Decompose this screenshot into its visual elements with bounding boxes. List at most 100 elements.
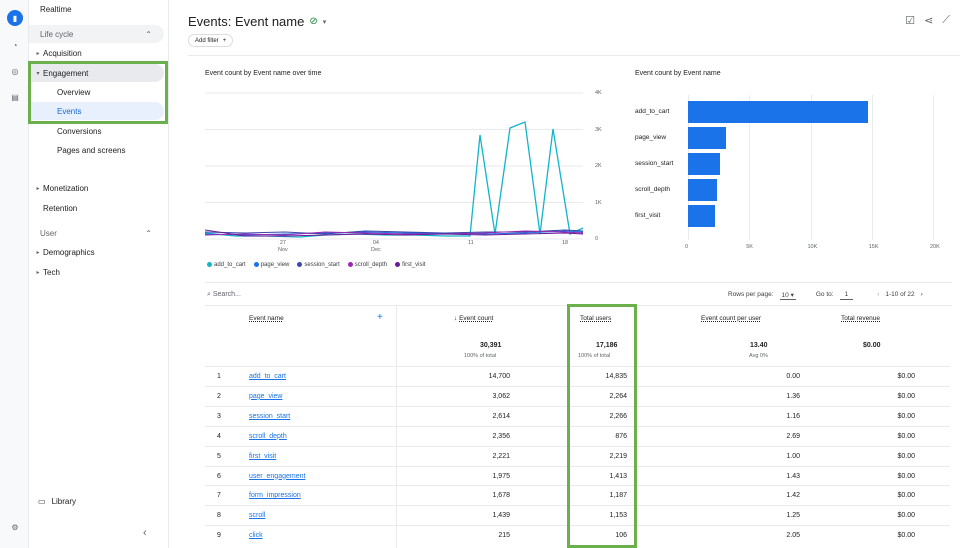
settings-gear-icon[interactable]: ⚙: [11, 522, 19, 532]
analytics-home-icon[interactable]: ▮: [7, 10, 23, 26]
bar-first_visit[interactable]: [688, 205, 716, 227]
per-user-cell: 1.43: [786, 472, 800, 480]
col-header-revenue[interactable]: Total revenue: [841, 315, 881, 322]
page-title: Events: Event name ⊘ ▾: [188, 14, 327, 29]
bar-x-tick-label: 20K: [930, 244, 940, 250]
table-row[interactable]: 6 user_engagement 1,975 1,413 1.43 $0.00: [205, 465, 950, 486]
event-name-link[interactable]: first_visit: [249, 452, 277, 460]
line-chart-title: Event count by Event name over time: [205, 70, 322, 77]
bar-add_to_cart[interactable]: [688, 101, 869, 123]
divider: [205, 282, 952, 283]
total-users-value: 17,186: [596, 342, 618, 349]
revenue-cell: $0.00: [897, 452, 915, 460]
next-page-icon[interactable]: ›: [920, 291, 923, 298]
legend-item[interactable]: scroll_depth: [347, 262, 387, 268]
total-users-highlight-box: [567, 304, 637, 548]
legend-item[interactable]: add_to_cart: [207, 262, 246, 268]
divider: [188, 55, 960, 56]
event-count-cell: 1,975: [492, 472, 510, 480]
bar-category-label: page_view: [635, 134, 667, 141]
table-row[interactable]: 2 page_view 3,062 2,264 1.36 $0.00: [205, 385, 950, 406]
revenue-cell: $0.00: [897, 512, 915, 520]
add-filter-button[interactable]: Add filter +: [188, 34, 234, 47]
y-tick-label: 3K: [595, 126, 602, 133]
collapse-sidebar-icon[interactable]: ‹: [143, 527, 147, 539]
caret-right-icon: ▸: [36, 269, 40, 276]
table-row[interactable]: 3 session_start 2,614 2,266 1.16 $0.00: [205, 405, 950, 426]
event-name-link[interactable]: session_start: [249, 412, 291, 420]
total-users-cell: 1,187: [609, 492, 627, 500]
bar-page_view[interactable]: [688, 127, 726, 149]
table-row[interactable]: 8 scroll 1,439 1,153 1.25 $0.00: [205, 505, 950, 525]
total-users-cell: 876: [615, 432, 627, 440]
per-user-cell: 2.05: [786, 532, 800, 540]
search-field[interactable]: ⌕ Search...: [207, 291, 241, 298]
y-tick-label: 0: [595, 236, 599, 242]
bar-scroll_depth[interactable]: [688, 179, 717, 201]
bar-chart-title: Event count by Event name: [635, 70, 721, 77]
total-event-count: 30,391: [480, 342, 502, 349]
sidebar-item-demographics[interactable]: ▸ Demographics: [29, 243, 164, 261]
column-separator: [396, 306, 397, 548]
dropdown-icon[interactable]: ▾: [322, 18, 327, 26]
sidebar-item-monetization[interactable]: ▸ Monetization: [29, 179, 164, 197]
total-users-cell: 2,266: [609, 412, 627, 420]
caret-down-icon: ▾: [790, 292, 794, 299]
folder-icon: ▭: [38, 496, 46, 506]
sidebar-item-conversions[interactable]: Conversions: [57, 126, 102, 136]
top-actions: ☑ ⋖ ⟋: [905, 14, 950, 27]
revenue-cell: $0.00: [897, 532, 915, 540]
per-user-cell: 1.36: [786, 392, 800, 400]
row-index: 9: [217, 532, 221, 540]
col-header-event-name[interactable]: Event name: [249, 315, 284, 322]
col-header-event-count[interactable]: ↓ Event count: [454, 315, 494, 322]
bar-category-label: add_to_cart: [635, 108, 670, 115]
add-dimension-icon[interactable]: +: [377, 312, 383, 323]
legend-item[interactable]: session_start: [297, 262, 340, 268]
sidebar-item-events[interactable]: Events: [29, 102, 164, 120]
event-name-link[interactable]: page_view: [249, 392, 283, 400]
sidebar-item-realtime[interactable]: Realtime: [40, 4, 72, 14]
sidebar-section-user[interactable]: User ⌃: [40, 228, 152, 238]
legend-item[interactable]: first_visit: [395, 262, 425, 268]
event-name-link[interactable]: scroll: [249, 512, 266, 520]
sidebar-item-pages[interactable]: Pages and screens: [57, 145, 126, 155]
sidebar-item-retention[interactable]: Retention: [43, 203, 78, 213]
reports-icon[interactable]: ◔: [12, 40, 18, 50]
edit-report-icon[interactable]: ☑: [905, 15, 916, 27]
bar-session_start[interactable]: [688, 153, 721, 175]
legend-item[interactable]: page_view: [253, 262, 289, 268]
sidebar-section-lifecycle[interactable]: Life cycle ⌃: [29, 25, 164, 43]
total-revenue: $0.00: [863, 342, 881, 349]
caret-right-icon: ▸: [36, 249, 40, 256]
sidebar-item-acquisition[interactable]: ▸ Acquisition: [29, 44, 164, 62]
x-tick-label: 11: [468, 240, 474, 246]
col-header-total-users[interactable]: Total users: [580, 315, 612, 322]
table-row[interactable]: 5 first_visit 2,221 2,219 1.00 $0.00: [205, 445, 950, 466]
table-row[interactable]: 7 form_impression 1,678 1,187 1.42 $0.00: [205, 485, 950, 505]
caret-right-icon: ▸: [36, 185, 40, 192]
col-header-per-user[interactable]: Event count per user: [701, 315, 761, 322]
event-name-link[interactable]: scroll_depth: [249, 432, 287, 440]
prev-page-icon[interactable]: ‹: [877, 291, 880, 298]
y-tick-label: 1K: [595, 199, 602, 206]
bar-x-tick-label: 5K: [746, 244, 753, 250]
table-row[interactable]: 9 click 215 106 2.05 $0.00: [205, 525, 950, 545]
rows-per-page-select[interactable]: 10 ▾: [779, 292, 796, 300]
insights-icon[interactable]: ⟋: [942, 14, 950, 26]
sidebar-item-tech[interactable]: ▸ Tech: [29, 263, 164, 281]
event-name-link[interactable]: form_impression: [249, 492, 301, 500]
sidebar-item-overview[interactable]: Overview: [57, 87, 91, 97]
event-name-link[interactable]: click: [249, 532, 263, 540]
event-name-link[interactable]: add_to_cart: [249, 373, 286, 380]
advertising-icon[interactable]: ▤: [11, 92, 19, 102]
explore-icon[interactable]: ◎: [11, 66, 19, 76]
share-icon[interactable]: ⋖: [924, 15, 934, 27]
goto-page-input[interactable]: 1: [839, 291, 854, 300]
table-row[interactable]: 1 add_to_cart 14,700 14,835 0.00 $0.00: [205, 366, 950, 386]
event-name-link[interactable]: user_engagement: [249, 472, 306, 480]
sidebar-item-library[interactable]: ▭ Library: [38, 496, 77, 506]
sidebar-item-engagement[interactable]: ▾ Engagement: [29, 64, 164, 82]
total-users-cell: 1,413: [609, 472, 627, 480]
table-row[interactable]: 4 scroll_depth 2,356 876 2.69 $0.00: [205, 425, 950, 446]
